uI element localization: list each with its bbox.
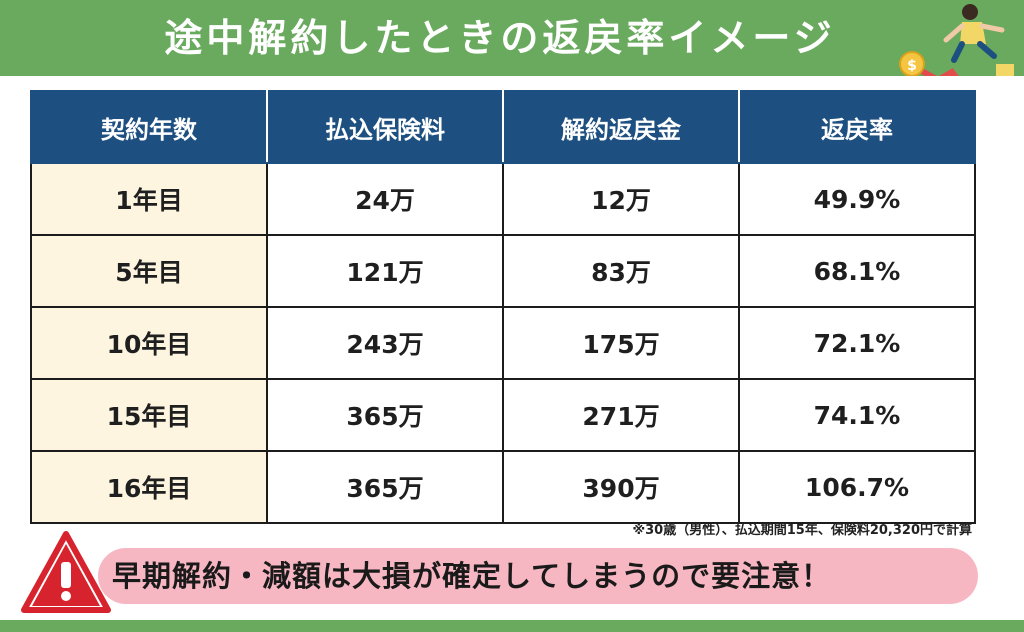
table-header-row: 契約年数 払込保険料 解約返戻金 返戻率 <box>30 90 976 164</box>
column-header-surrender-value: 解約返戻金 <box>502 90 740 164</box>
cell-premium-paid: 24万 <box>266 162 504 236</box>
warning-triangle-icon <box>21 531 111 613</box>
cell-surrender-value: 83万 <box>502 234 740 308</box>
cell-surrender-value: 390万 <box>502 450 740 524</box>
table-row: 16年目 365万 390万 106.7% <box>30 450 976 524</box>
cell-return-rate: 74.1% <box>738 378 976 452</box>
cell-surrender-value: 271万 <box>502 378 740 452</box>
cell-contract-year: 15年目 <box>30 378 268 452</box>
cell-premium-paid: 121万 <box>266 234 504 308</box>
cell-premium-paid: 365万 <box>266 450 504 524</box>
cell-premium-paid: 365万 <box>266 378 504 452</box>
cell-surrender-value: 175万 <box>502 306 740 380</box>
column-header-premium-paid: 払込保険料 <box>266 90 504 164</box>
table-row: 10年目 243万 175万 72.1% <box>30 306 976 380</box>
table-row: 15年目 365万 271万 74.1% <box>30 378 976 452</box>
page-title: 途中解約したときの返戻率イメージ <box>164 16 836 60</box>
column-header-return-rate: 返戻率 <box>738 90 976 164</box>
cell-premium-paid: 243万 <box>266 306 504 380</box>
calculation-note: ※30歳（男性）、払込期間15年、保険料20,320円で計算 <box>632 523 973 538</box>
cell-contract-year: 1年目 <box>30 162 268 236</box>
cell-contract-year: 10年目 <box>30 306 268 380</box>
column-header-contract-years: 契約年数 <box>30 90 268 164</box>
cell-contract-year: 5年目 <box>30 234 268 308</box>
cell-return-rate: 49.9% <box>738 162 976 236</box>
table-row: 1年目 24万 12万 49.9% <box>30 162 976 236</box>
warning-banner <box>98 548 978 604</box>
warning-banner-text: 早期解約・減額は大損が確定してしまうので要注意！ <box>112 559 832 593</box>
svg-text:$: $ <box>907 58 917 74</box>
cell-return-rate: 106.7% <box>738 450 976 524</box>
cell-surrender-value: 12万 <box>502 162 740 236</box>
cell-return-rate: 72.1% <box>738 306 976 380</box>
header-bar <box>0 0 1024 76</box>
footer-bar <box>0 620 1024 632</box>
cell-return-rate: 68.1% <box>738 234 976 308</box>
cell-contract-year: 16年目 <box>30 450 268 524</box>
surrender-rate-table: 契約年数 払込保険料 解約返戻金 返戻率 1年目 24万 12万 49.9% 5… <box>30 90 976 524</box>
table-row: 5年目 121万 83万 68.1% <box>30 234 976 308</box>
